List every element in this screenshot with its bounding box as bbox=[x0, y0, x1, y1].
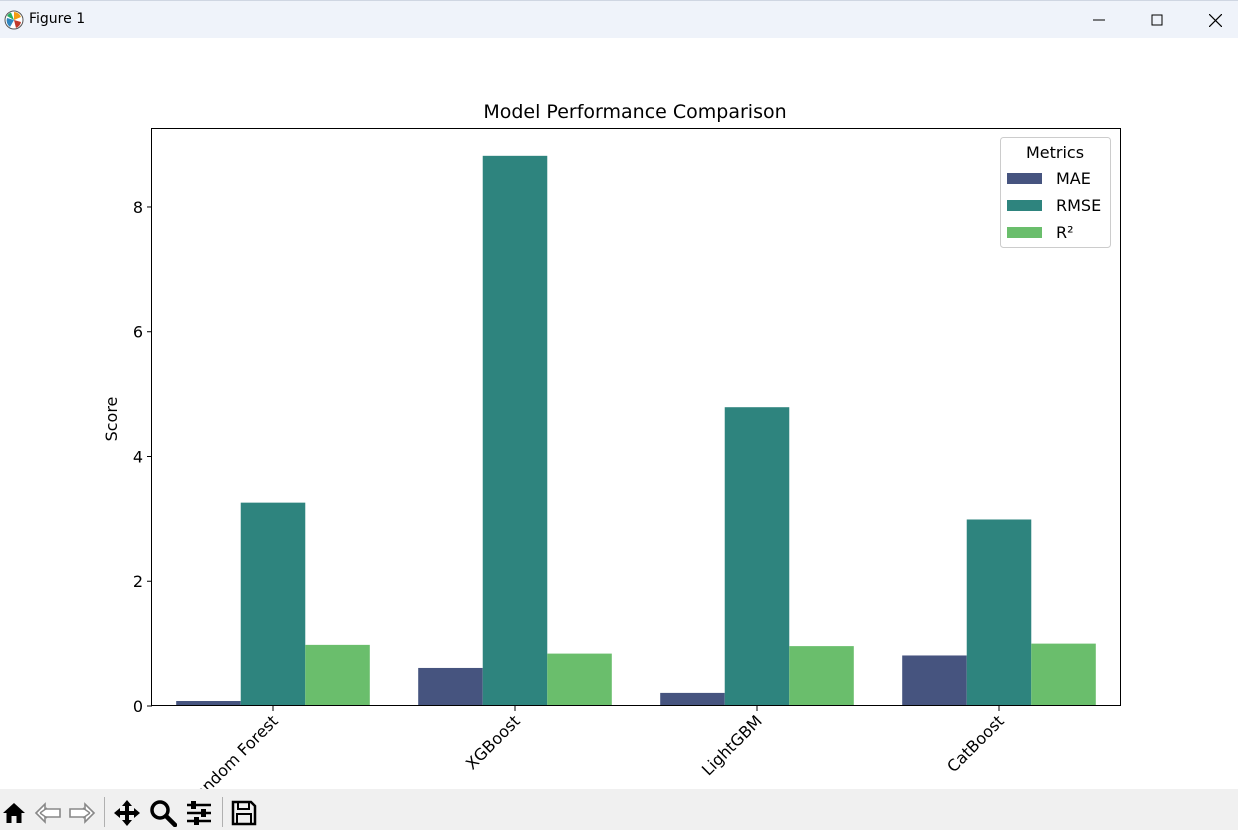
forward-button[interactable] bbox=[68, 799, 96, 827]
maximize-icon bbox=[1151, 14, 1163, 26]
bar-mae-xgboost bbox=[418, 667, 483, 706]
y-tick-label: 4 bbox=[133, 447, 143, 466]
minimize-button[interactable] bbox=[1070, 1, 1128, 39]
zoom-icon bbox=[150, 800, 177, 827]
save-button[interactable] bbox=[230, 799, 258, 827]
navigation-toolbar bbox=[0, 789, 1238, 830]
bar-rmse-catboost bbox=[966, 519, 1032, 706]
y-tick-label: 2 bbox=[133, 572, 143, 591]
legend-title: Metrics bbox=[1026, 143, 1084, 162]
bars-layer bbox=[176, 155, 1096, 706]
y-axis-label: Score bbox=[102, 397, 121, 442]
pan-button[interactable] bbox=[113, 799, 141, 827]
legend-label: RMSE bbox=[1056, 196, 1101, 215]
x-tick-label: LightGBM bbox=[698, 711, 766, 779]
configure-subplots-icon bbox=[187, 801, 211, 825]
x-tick-label: XGBoost bbox=[462, 711, 524, 773]
window-titlebar: Figure 1 bbox=[0, 0, 1238, 38]
toolbar-separator bbox=[104, 797, 105, 827]
y-tick-label: 8 bbox=[133, 198, 143, 217]
back-button[interactable] bbox=[34, 799, 62, 827]
toolbar-separator bbox=[222, 797, 223, 827]
legend-label: MAE bbox=[1056, 169, 1091, 188]
bar-mae-lightgbm bbox=[660, 692, 725, 706]
y-tick-label: 0 bbox=[133, 697, 143, 716]
legend-swatch bbox=[1007, 200, 1042, 211]
legend-box bbox=[1000, 137, 1111, 248]
legend-swatch bbox=[1007, 173, 1042, 184]
back-arrow-icon bbox=[34, 802, 61, 824]
configure-subplots-button[interactable] bbox=[185, 799, 213, 827]
bar-mae-random-forest bbox=[176, 701, 241, 706]
bar-r-lightgbm bbox=[789, 646, 854, 706]
forward-arrow-icon bbox=[69, 802, 96, 824]
bar-rmse-lightgbm bbox=[724, 407, 790, 706]
y-axis: 0 2 4 6 8 bbox=[133, 198, 152, 716]
bar-r-xgboost bbox=[547, 653, 612, 706]
zoom-button[interactable] bbox=[149, 799, 177, 827]
close-button[interactable] bbox=[1186, 1, 1238, 39]
maximize-button[interactable] bbox=[1128, 1, 1186, 39]
x-tick-label: CatBoost bbox=[943, 711, 1008, 776]
legend-swatch bbox=[1007, 227, 1042, 238]
chart-title: Model Performance Comparison bbox=[483, 101, 786, 123]
bar-rmse-random-forest bbox=[240, 502, 306, 706]
axes-frame bbox=[151, 128, 1121, 706]
x-axis: Random Forest XGBoost LightGBM CatBoost bbox=[183, 706, 1008, 790]
y-tick-label: 6 bbox=[133, 323, 143, 342]
chart-canvas: Model Performance Comparison Score 0 2 4 6 8… bbox=[102, 101, 1121, 790]
pan-icon bbox=[114, 800, 140, 826]
close-icon bbox=[1208, 13, 1222, 27]
legend-label: R² bbox=[1056, 223, 1074, 242]
bar-mae-catboost bbox=[902, 655, 967, 706]
x-tick-label: Random Forest bbox=[183, 711, 282, 790]
bar-r-random-forest bbox=[305, 644, 370, 706]
home-icon bbox=[3, 803, 25, 823]
window-title: Figure 1 bbox=[29, 11, 86, 27]
legend: Metrics MAE RMSE R² bbox=[1000, 137, 1111, 248]
bar-r-catboost bbox=[1031, 643, 1096, 706]
save-icon bbox=[231, 800, 257, 826]
minimize-icon bbox=[1093, 19, 1105, 21]
matplotlib-logo-icon bbox=[4, 10, 24, 30]
home-button[interactable] bbox=[0, 799, 28, 827]
bar-rmse-xgboost bbox=[482, 155, 548, 706]
